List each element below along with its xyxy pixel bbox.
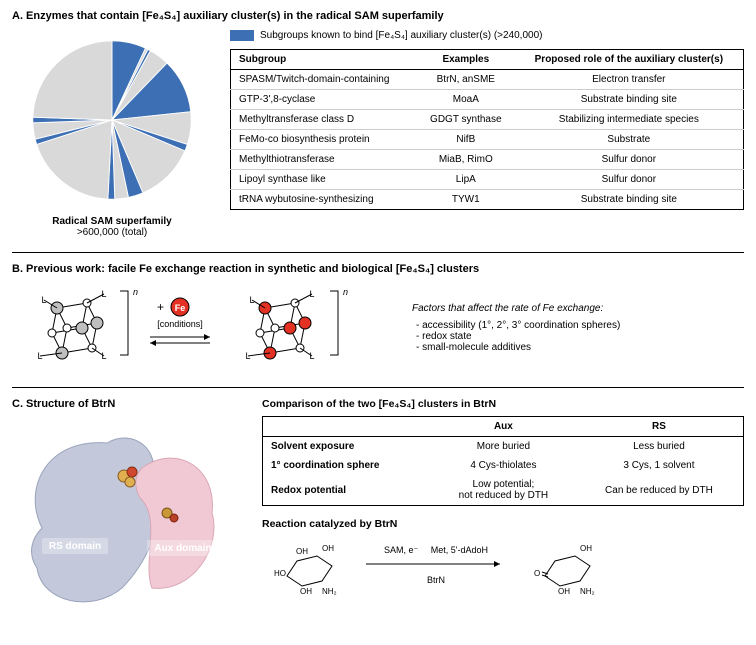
legend-swatch xyxy=(230,30,254,41)
table-row: FeMo-co biosynthesis proteinNifBSubstrat… xyxy=(231,130,744,150)
rs-domain-label: RS domain xyxy=(49,541,101,552)
table-col-header: Proposed role of the auxiliary cluster(s… xyxy=(515,50,744,70)
factors-list: Factors that affect the rate of Fe excha… xyxy=(412,303,744,353)
svg-text:HO: HO xyxy=(274,569,286,578)
charge-n-left: n xyxy=(133,287,138,297)
reaction-scheme: HO OH OH NH₂ OH SAM, e⁻ Met, 5'-dAdoH Bt… xyxy=(262,536,744,596)
factor-item: accessibility (1°, 2°, 3° coordination s… xyxy=(416,320,744,331)
reaction-heading: Reaction catalyzed by BtrN xyxy=(262,518,744,530)
table-col-header: RS xyxy=(575,417,744,437)
svg-text:L: L xyxy=(309,351,314,361)
table-row: SPASM/Twitch-domain-containingBtrN, anSM… xyxy=(231,70,744,90)
charge-n-right: n xyxy=(343,287,348,297)
rxn-top-left: SAM, e⁻ xyxy=(384,545,418,555)
svg-text:OH: OH xyxy=(300,587,312,596)
svg-text:NH₂: NH₂ xyxy=(322,587,337,596)
aux-domain-label: Aux domain xyxy=(154,543,211,554)
svg-text:NH₂: NH₂ xyxy=(580,587,595,596)
plus-sign: + xyxy=(157,300,164,314)
panel-b-title: B. Previous work: facile Fe exchange rea… xyxy=(12,263,744,275)
svg-text:L: L xyxy=(249,295,254,305)
product-icon: O OH NH₂ OH xyxy=(520,536,610,596)
factor-item: redox state xyxy=(416,331,744,342)
svg-text:O: O xyxy=(534,569,540,578)
subgroup-table: SubgroupExamplesProposed role of the aux… xyxy=(230,49,744,210)
svg-text:L: L xyxy=(101,289,106,299)
panel-a-title: A. Enzymes that contain [Fe₄S₄] auxiliar… xyxy=(12,10,744,22)
svg-text:OH: OH xyxy=(296,547,308,556)
legend-label: Subgroups known to bind [Fe₄S₄] auxiliar… xyxy=(260,30,542,41)
factors-heading: Factors that affect the rate of Fe excha… xyxy=(412,303,744,314)
table-col-header: Subgroup xyxy=(231,50,417,70)
table-row: MethylthiotransferaseMiaB, RimOSulfur do… xyxy=(231,150,744,170)
panel-b: B. Previous work: facile Fe exchange rea… xyxy=(12,263,744,373)
table-row: Lipoyl synthase likeLipASulfur donor xyxy=(231,170,744,190)
table-row: GTP-3',8-cyclaseMoaASubstrate binding si… xyxy=(231,90,744,110)
svg-text:OH: OH xyxy=(322,544,334,553)
table-row: tRNA wybutosine-synthesizingTYW1Substrat… xyxy=(231,190,744,210)
panel-c: C. Structure of BtrN RS domain xyxy=(12,398,744,621)
table-row: Methyltransferase class DGDGT synthaseSt… xyxy=(231,110,744,130)
table-row: Solvent exposureMore buriedLess buried xyxy=(263,437,744,457)
pie-subcaption: >600,000 (total) xyxy=(77,227,147,238)
table-col-header: Aux xyxy=(432,417,575,437)
cluster-exchange-svg: L L L L n + Fe [conditions] L L L L n xyxy=(12,283,392,373)
fe-label: Fe xyxy=(175,303,186,313)
comparison-heading: Comparison of the two [Fe₄S₄] clusters i… xyxy=(262,398,744,410)
exchange-diagram: L L L L n + Fe [conditions] L L L L n xyxy=(12,283,392,373)
enzyme-name: BtrN xyxy=(366,575,506,587)
table-row: 1° coordination sphere4 Cys-thiolates3 C… xyxy=(263,456,744,475)
svg-text:L: L xyxy=(41,295,46,305)
svg-text:OH: OH xyxy=(558,587,570,596)
substrate-icon: HO OH OH NH₂ OH xyxy=(262,536,352,596)
svg-text:OH: OH xyxy=(580,544,592,553)
table-col-header: Examples xyxy=(417,50,515,70)
svg-text:L: L xyxy=(101,351,106,361)
reaction-arrow-block: SAM, e⁻ Met, 5'-dAdoH BtrN xyxy=(366,545,506,586)
rxn-top-right: Met, 5'-dAdoH xyxy=(431,545,488,555)
svg-text:L: L xyxy=(309,289,314,299)
table-col-header xyxy=(263,417,432,437)
protein-surface-svg: RS domain Aux domain xyxy=(12,418,232,618)
svg-text:L: L xyxy=(245,351,250,361)
panel-a: A. Enzymes that contain [Fe₄S₄] auxiliar… xyxy=(12,10,744,238)
pie-legend: Subgroups known to bind [Fe₄S₄] auxiliar… xyxy=(230,30,744,41)
factor-item: small-molecule additives xyxy=(416,342,744,353)
conditions-label: [conditions] xyxy=(157,319,203,329)
pie-chart-wrap: Radical SAM superfamily >600,000 (total) xyxy=(12,30,212,238)
svg-text:L: L xyxy=(37,351,42,361)
panel-c-title: C. Structure of BtrN xyxy=(12,398,242,410)
btrn-structure: C. Structure of BtrN RS domain xyxy=(12,398,242,621)
pie-chart xyxy=(22,30,202,210)
comparison-table: AuxRS Solvent exposureMore buriedLess bu… xyxy=(262,416,744,506)
pie-caption: Radical SAM superfamily xyxy=(52,216,171,227)
table-row: Redox potentialLow potential;not reduced… xyxy=(263,475,744,506)
